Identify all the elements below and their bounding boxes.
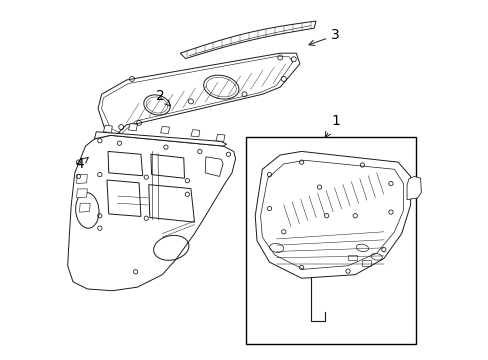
Text: 2: 2 [156, 89, 170, 106]
Polygon shape [151, 154, 184, 178]
Polygon shape [128, 123, 137, 131]
Polygon shape [107, 180, 141, 216]
Bar [347, 255, 356, 260]
Polygon shape [77, 175, 87, 184]
Polygon shape [205, 157, 223, 176]
Text: 1: 1 [325, 114, 339, 138]
Polygon shape [94, 132, 226, 146]
Polygon shape [216, 134, 224, 141]
Polygon shape [103, 125, 112, 132]
Polygon shape [67, 135, 235, 291]
Polygon shape [406, 176, 421, 200]
Polygon shape [98, 53, 299, 139]
Polygon shape [148, 185, 194, 222]
Polygon shape [77, 189, 87, 198]
Bar [246, 137, 415, 344]
Polygon shape [180, 21, 315, 59]
Polygon shape [190, 130, 200, 137]
Polygon shape [108, 152, 142, 176]
Bar [362, 260, 370, 266]
Polygon shape [80, 203, 90, 212]
Polygon shape [255, 152, 410, 278]
Text: 4: 4 [76, 157, 88, 171]
Polygon shape [160, 126, 169, 134]
Text: 3: 3 [308, 28, 339, 45]
